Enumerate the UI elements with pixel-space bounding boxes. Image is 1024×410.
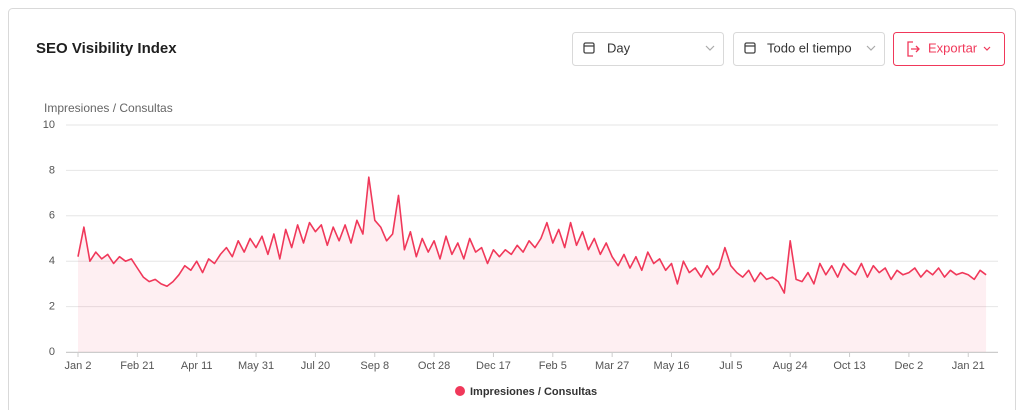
x-tick-label: Mar 27 [595,360,629,372]
x-tick-label: Feb 21 [120,360,154,372]
select-box[interactable] [733,32,885,66]
x-tick-label: Jan 21 [952,360,985,372]
select-box[interactable] [572,32,724,66]
x-tick-label: Jul 5 [719,360,742,372]
x-tick-label: Oct 13 [833,360,865,372]
y-tick-label: 4 [49,255,55,267]
calendar-icon [744,42,756,54]
range-select[interactable]: Todo el tiempo [733,32,885,66]
x-tick-label: May 31 [238,360,274,372]
x-tick-label: Sep 8 [360,360,389,372]
legend-label: Impresiones / Consultas [470,386,597,398]
export-button[interactable]: Exportar [893,32,1005,66]
area [78,177,987,352]
line [77,176,987,294]
y-tick-label: 10 [43,119,55,131]
x-tick-label: Feb 5 [539,360,567,372]
y-tick-label: 2 [49,301,55,313]
legend-marker [455,386,465,396]
card [8,8,1016,410]
chevron [983,46,991,51]
calendar-icon [583,42,595,54]
x-tick-label: Dec 2 [895,360,924,372]
title: SEO Visibility Index [36,40,177,57]
x-tick-label: Dec 17 [476,360,511,372]
chevron [866,45,876,51]
x-tick-label: Aug 24 [773,360,808,372]
x-tick-label: Apr 11 [181,360,213,372]
chevron [705,45,715,51]
y-tick-label: 8 [49,164,55,176]
select-label: Day [607,40,631,55]
y-tick-label: 0 [49,346,55,358]
button-box[interactable] [893,32,1005,66]
y-axis-title: Impresiones / Consultas [44,101,173,115]
plot: 0 2 4 6 8 10 Jan 2 Feb 21 Apr 11 May 31 Jul 20 Sep … [43,119,998,398]
x-tick-label: Jul 20 [301,360,330,372]
x-tick-label: Jan 2 [65,360,92,372]
select-label: Todo el tiempo [767,40,852,55]
export-icon [907,41,920,57]
x-tick-label: Oct 28 [418,360,450,372]
x-tick-label: May 16 [653,360,689,372]
button-label: Exportar [928,40,978,55]
interval-select[interactable]: Day [572,32,724,66]
y-tick-label: 6 [49,210,55,222]
